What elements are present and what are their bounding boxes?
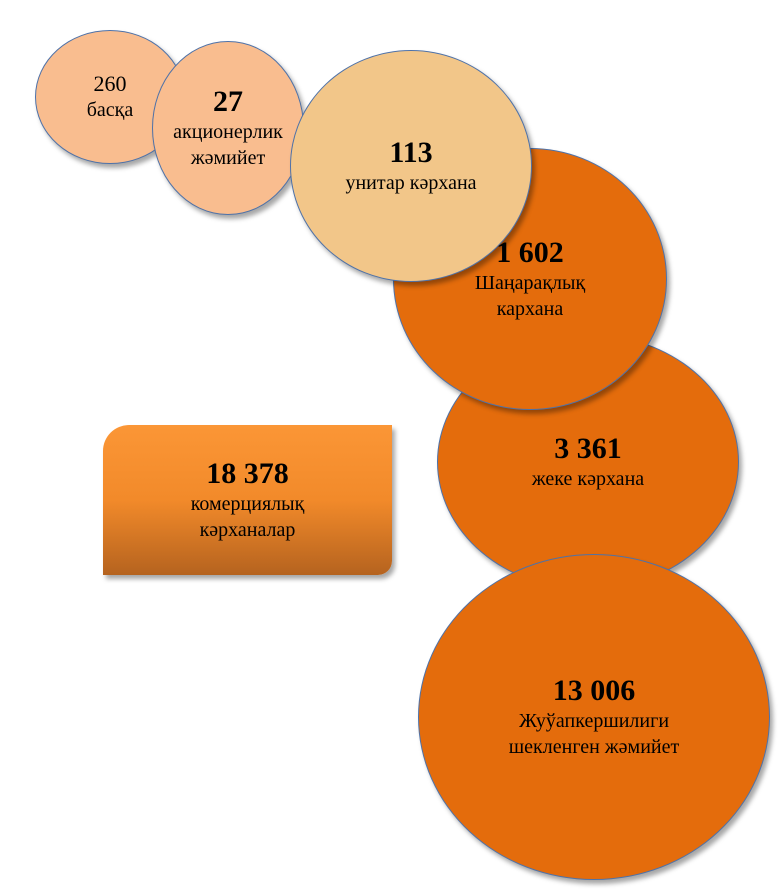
bubble-label: Жуўапкершилиги шекленген жәмийет	[508, 710, 680, 759]
bubble-value: 13 006	[552, 673, 636, 707]
bubble-label: жеке кәрхана	[531, 468, 645, 491]
bubble-value: 260	[93, 71, 127, 97]
bubble-value: 113	[389, 135, 433, 169]
total-value: 18 378	[206, 456, 289, 490]
bubble-value: 1 602	[496, 235, 564, 269]
bubble: 27 акционерлик жәмийет	[152, 41, 304, 215]
bubble: 113 унитар кәрхана	[290, 50, 532, 282]
bubble-label: басқа	[86, 98, 134, 121]
bubble-label: акционерлик жәмийет	[173, 121, 283, 170]
total-label: комерциялық кәрханалар	[190, 493, 305, 542]
bubble-label: унитар кәрхана	[345, 172, 477, 195]
bubble: 13 006 Жуўапкершилиги шекленген жәмийет	[418, 554, 770, 880]
bubble-label: Шаңарақлық кархана	[474, 272, 586, 321]
bubble-value: 3 361	[554, 431, 622, 465]
total-box: 18 378 комерциялық кәрханалар	[103, 425, 392, 575]
bubble-value: 27	[213, 84, 243, 118]
